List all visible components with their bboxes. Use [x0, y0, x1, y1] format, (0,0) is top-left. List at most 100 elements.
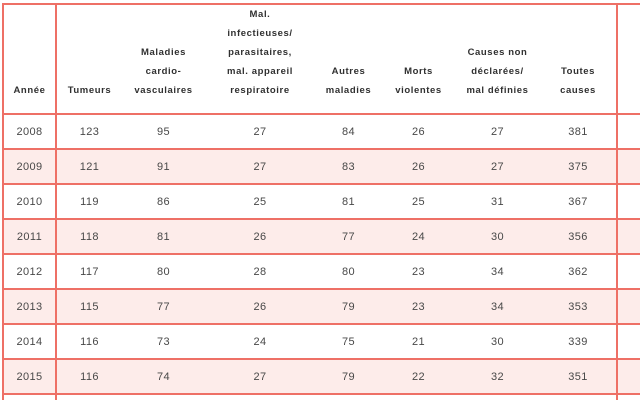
column-header-mal-infectieuses: Mal. infectieuses/ parasitaires, mal. ap…: [205, 4, 315, 114]
column-header-maladies-cardiovasculaires: Maladies cardio- vasculaires: [122, 4, 205, 114]
cell-causes-non: 31: [455, 394, 540, 400]
cell-toutes: 362: [540, 254, 618, 289]
column-header-tumeurs: Tumeurs: [56, 4, 122, 114]
cell-causes-non: 34: [455, 289, 540, 324]
cell-clipped: [617, 324, 640, 359]
cell-annee: 2008: [2, 114, 57, 149]
cell-infect: 27: [205, 114, 315, 149]
cell-toutes: 345: [540, 394, 618, 400]
cell-cardio: 91: [122, 149, 205, 184]
cell-tumeurs: 117: [56, 254, 122, 289]
cell-clipped: [617, 114, 640, 149]
column-header-causes-non-declarees: Causes non déclarées/ mal définies: [455, 4, 540, 114]
cell-toutes: 367: [540, 184, 618, 219]
cell-cardio: 77: [122, 289, 205, 324]
column-header-annee: Année: [2, 4, 57, 114]
header-row: Année Tumeurs Maladies cardio- vasculair…: [2, 4, 640, 114]
cell-causes-non: 30: [455, 219, 540, 254]
table-row: 2015 116 74 27 79 22 32 351: [2, 359, 640, 394]
cell-infect: 24: [205, 324, 315, 359]
table-row: 2010 119 86 25 81 25 31 367: [2, 184, 640, 219]
cell-causes-non: 32: [455, 359, 540, 394]
cell-causes-non: 31: [455, 184, 540, 219]
table-row: 2014 116 73 24 75 21 30 339: [2, 324, 640, 359]
cell-annee: 2012: [2, 254, 57, 289]
cell-causes-non: 27: [455, 149, 540, 184]
cell-cardio: 86: [122, 184, 205, 219]
cell-annee: 2015: [2, 359, 57, 394]
cell-morts: 25: [382, 184, 455, 219]
cell-toutes: 351: [540, 359, 618, 394]
cell-morts: 26: [382, 149, 455, 184]
cell-infect: 27: [205, 359, 315, 394]
cell-infect: 26: [205, 289, 315, 324]
cell-clipped: [617, 359, 640, 394]
cell-morts: 23: [382, 254, 455, 289]
cell-autres: 84: [315, 114, 382, 149]
cell-tumeurs: 123: [56, 114, 122, 149]
cell-annee: 2010: [2, 184, 57, 219]
column-header-toutes-causes: Toutes causes: [540, 4, 618, 114]
cell-cardio: 73: [122, 324, 205, 359]
cell-autres: 79: [315, 359, 382, 394]
cell-annee: 2016: [2, 394, 57, 400]
cell-annee: 2013: [2, 289, 57, 324]
cell-clipped: [617, 219, 640, 254]
cell-cardio: 95: [122, 114, 205, 149]
table-row: 20161177126792231345: [2, 394, 640, 400]
column-header-autres-maladies: Autres maladies: [315, 4, 382, 114]
cell-autres: 75: [315, 324, 382, 359]
cell-morts: 24: [382, 219, 455, 254]
cell-causes-non: 30: [455, 324, 540, 359]
cell-cardio: 74: [122, 359, 205, 394]
cell-morts: 26: [382, 114, 455, 149]
cell-infect: 27: [205, 149, 315, 184]
cell-infect: 26: [205, 394, 315, 400]
table-body: 2008 123 95 27 84 26 27 381 2009 121 91 27 83 26 27 375…: [2, 114, 640, 400]
cell-morts: 23: [382, 289, 455, 324]
cell-causes-non: 34: [455, 254, 540, 289]
cell-autres: 83: [315, 149, 382, 184]
column-header-morts-violentes: Morts violentes: [382, 4, 455, 114]
cell-tumeurs: 118: [56, 219, 122, 254]
table-row: 2011 118 81 26 77 24 30 356: [2, 219, 640, 254]
cell-morts: 21: [382, 324, 455, 359]
cell-cardio: 80: [122, 254, 205, 289]
cell-tumeurs: 121: [56, 149, 122, 184]
table-row: 2009 121 91 27 83 26 27 375: [2, 149, 640, 184]
cell-toutes: 381: [540, 114, 618, 149]
column-header-clipped: [617, 4, 640, 114]
cell-tumeurs: 116: [56, 359, 122, 394]
cell-autres: 77: [315, 219, 382, 254]
table-row: 2013 115 77 26 79 23 34 353: [2, 289, 640, 324]
cell-autres: 80: [315, 254, 382, 289]
cell-infect: 28: [205, 254, 315, 289]
cell-cardio: 71: [122, 394, 205, 400]
table-row: 2012 117 80 28 80 23 34 362: [2, 254, 640, 289]
cell-tumeurs: 116: [56, 324, 122, 359]
cell-clipped: [617, 289, 640, 324]
cell-infect: 25: [205, 184, 315, 219]
cell-clipped: [617, 149, 640, 184]
mortality-causes-table: Année Tumeurs Maladies cardio- vasculair…: [2, 3, 640, 400]
cell-toutes: 339: [540, 324, 618, 359]
cell-cardio: 81: [122, 219, 205, 254]
cell-clipped: [617, 184, 640, 219]
cell-annee: 2009: [2, 149, 57, 184]
cell-annee: 2014: [2, 324, 57, 359]
cell-toutes: 356: [540, 219, 618, 254]
cell-tumeurs: 115: [56, 289, 122, 324]
cell-morts: 22: [382, 359, 455, 394]
cell-toutes: 353: [540, 289, 618, 324]
cell-tumeurs: 119: [56, 184, 122, 219]
cell-autres: 79: [315, 289, 382, 324]
cell-annee: 2011: [2, 219, 57, 254]
cell-infect: 26: [205, 219, 315, 254]
cell-causes-non: 27: [455, 114, 540, 149]
cell-toutes: 375: [540, 149, 618, 184]
table-row: 2008 123 95 27 84 26 27 381: [2, 114, 640, 149]
cell-clipped: [617, 394, 640, 400]
cell-tumeurs: 117: [56, 394, 122, 400]
cell-autres: 81: [315, 184, 382, 219]
